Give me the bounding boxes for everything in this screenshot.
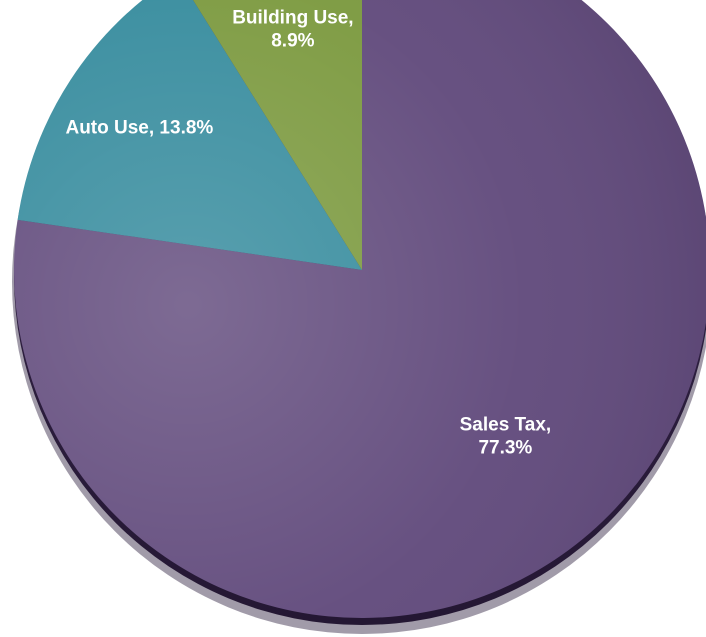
slice-label-line: Auto Use, 13.8%: [65, 117, 213, 138]
pie-labels: Sales Tax, 77.3% Auto Use, 13.8% Building U…: [65, 8, 551, 459]
slice-label-sales-tax: Sales Tax, 77.3%: [460, 414, 552, 458]
slice-label-auto-use: Auto Use, 13.8%: [65, 117, 213, 138]
slice-label-building-use: Building Use, 8.9%: [232, 8, 353, 52]
slice-label-line: 8.9%: [271, 31, 314, 52]
slice-label-line: Building Use,: [232, 8, 353, 29]
slice-label-line: Sales Tax,: [460, 414, 552, 435]
slice-label-line: 77.3%: [478, 437, 532, 458]
